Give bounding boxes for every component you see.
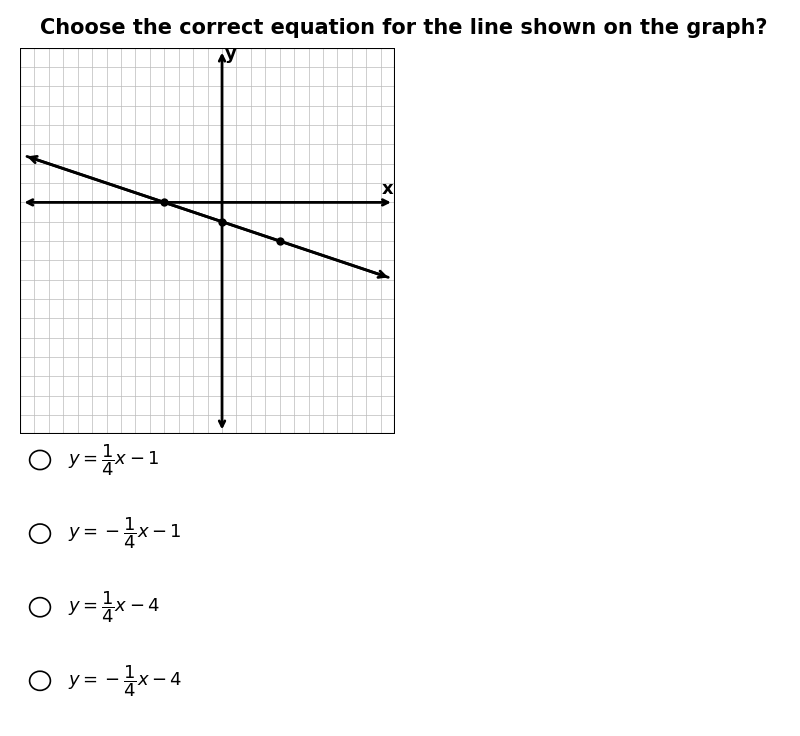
Text: x: x <box>382 180 394 198</box>
Text: $y = -\dfrac{1}{4}x - 1$: $y = -\dfrac{1}{4}x - 1$ <box>68 516 182 551</box>
Text: Choose the correct equation for the line shown on the graph?: Choose the correct equation for the line… <box>40 18 767 38</box>
Text: $y = -\dfrac{1}{4}x - 4$: $y = -\dfrac{1}{4}x - 4$ <box>68 663 182 698</box>
Text: y: y <box>225 45 237 63</box>
Text: $y = \dfrac{1}{4}x - 1$: $y = \dfrac{1}{4}x - 1$ <box>68 442 159 478</box>
Text: $y = \dfrac{1}{4}x - 4$: $y = \dfrac{1}{4}x - 4$ <box>68 590 160 625</box>
